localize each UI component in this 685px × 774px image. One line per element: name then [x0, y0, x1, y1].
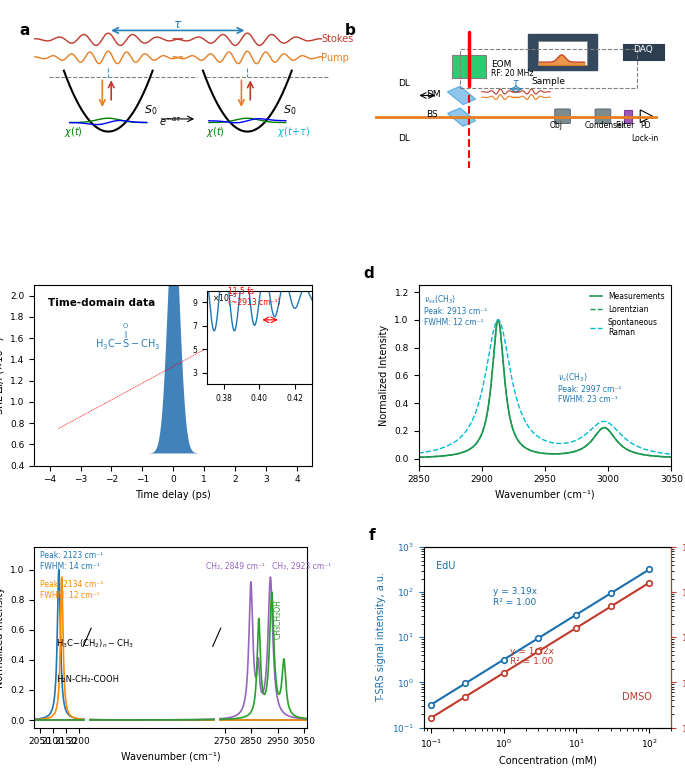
DMSO — [427, 714, 435, 723]
FancyBboxPatch shape — [528, 34, 597, 70]
Text: Lock-in: Lock-in — [631, 134, 658, 142]
Text: PD: PD — [640, 121, 651, 130]
Text: Time-domain data: Time-domain data — [48, 298, 155, 308]
Polygon shape — [447, 87, 475, 104]
EdU — [462, 679, 470, 688]
Polygon shape — [640, 110, 653, 122]
Text: $\chi(t)$: $\chi(t)$ — [206, 125, 225, 139]
Text: $S_0$: $S_0$ — [283, 104, 297, 118]
X-axis label: Time delay (ps): Time delay (ps) — [136, 490, 211, 500]
Text: DM: DM — [426, 91, 440, 99]
FancyBboxPatch shape — [595, 109, 611, 123]
DMSO — [573, 623, 581, 632]
Text: $e^{-\alpha\tau}$: $e^{-\alpha\tau}$ — [158, 116, 182, 128]
Text: y = 1.62x
R² = 1.00: y = 1.62x R² = 1.00 — [510, 647, 554, 666]
Text: RF: 20 MHz: RF: 20 MHz — [491, 69, 534, 77]
Text: $S_0$: $S_0$ — [144, 104, 157, 118]
DMSO — [607, 601, 615, 611]
Text: a: a — [19, 23, 30, 38]
Text: CH₂, 2849 cm⁻¹   CH₃, 2923 cm⁻¹: CH₂, 2849 cm⁻¹ CH₃, 2923 cm⁻¹ — [206, 562, 331, 570]
Text: H$_3$C$-\overset{{\rm O}}{\overset{{\rm \|}}{\rm S}}-$CH$_3$: H$_3$C$-\overset{{\rm O}}{\overset{{\rm … — [95, 321, 161, 352]
Line: DMSO: DMSO — [431, 583, 649, 718]
DMSO — [499, 668, 508, 677]
EdU — [573, 610, 581, 619]
Text: Sample: Sample — [532, 77, 565, 86]
Text: $\nu_{ss}$(CH$_3$)
Peak: 2913 cm⁻¹
FWHM: 12 cm⁻¹: $\nu_{ss}$(CH$_3$) Peak: 2913 cm⁻¹ FWHM:… — [423, 293, 487, 327]
FancyBboxPatch shape — [538, 41, 588, 65]
Text: y = 3.19x
R² = 1.00: y = 3.19x R² = 1.00 — [493, 587, 537, 607]
Legend: Measurements, Lorentzian, Spontaneous
Raman: Measurements, Lorentzian, Spontaneous Ra… — [587, 289, 667, 340]
Y-axis label: T-SRS signal intensity, a.u.: T-SRS signal intensity, a.u. — [376, 572, 386, 702]
FancyBboxPatch shape — [555, 109, 571, 123]
Polygon shape — [447, 108, 475, 126]
Text: CH₃CH₂OH: CH₃CH₂OH — [274, 599, 283, 639]
Text: f: f — [369, 529, 376, 543]
EdU — [427, 700, 435, 710]
Text: H₂N-CH₂-COOH: H₂N-CH₂-COOH — [56, 676, 119, 684]
Text: Condenser: Condenser — [584, 121, 625, 130]
Text: DL: DL — [398, 134, 410, 142]
DMSO — [462, 692, 470, 701]
Text: $\chi(t)$: $\chi(t)$ — [64, 125, 83, 139]
Y-axis label: Normalized Intensity: Normalized Intensity — [0, 587, 5, 688]
Text: b: b — [345, 23, 356, 38]
Text: EOM: EOM — [491, 60, 512, 69]
Y-axis label: SRL ΔI/I (×10⁻¹): SRL ΔI/I (×10⁻¹) — [0, 337, 5, 414]
Text: $\chi(t\!+\!\tau)$: $\chi(t\!+\!\tau)$ — [277, 125, 310, 139]
Text: Obj: Obj — [550, 121, 563, 130]
FancyBboxPatch shape — [623, 44, 664, 60]
X-axis label: Concentration (mM): Concentration (mM) — [499, 755, 597, 765]
Text: H$_3$C$-$(CH$_2)_n-$CH$_3$: H$_3$C$-$(CH$_2)_n-$CH$_3$ — [56, 637, 134, 650]
Text: DMSO: DMSO — [622, 693, 651, 703]
FancyBboxPatch shape — [452, 55, 486, 78]
Text: BS: BS — [426, 110, 438, 119]
DMSO — [534, 647, 543, 656]
EdU — [645, 565, 653, 574]
Text: $\tau$: $\tau$ — [512, 78, 520, 88]
EdU — [499, 655, 508, 664]
Text: DAQ: DAQ — [634, 45, 653, 54]
X-axis label: Wavenumber (cm⁻¹): Wavenumber (cm⁻¹) — [121, 752, 221, 762]
Text: $\nu_{s}$(CH$_3$)
Peak: 2997 cm⁻¹
FWHM: 23 cm⁻¹: $\nu_{s}$(CH$_3$) Peak: 2997 cm⁻¹ FWHM: … — [558, 372, 621, 405]
Text: Peak: 2123 cm⁻¹
FWHM: 14 cm⁻¹: Peak: 2123 cm⁻¹ FWHM: 14 cm⁻¹ — [40, 551, 103, 570]
Y-axis label: Normalized Intensity: Normalized Intensity — [379, 325, 389, 426]
Text: d: d — [363, 266, 373, 282]
Text: Stokes: Stokes — [321, 35, 353, 44]
FancyBboxPatch shape — [624, 110, 632, 123]
DMSO — [645, 578, 653, 587]
Text: Peak: 2134 cm⁻¹
FWHM: 12 cm⁻¹: Peak: 2134 cm⁻¹ FWHM: 12 cm⁻¹ — [40, 580, 103, 600]
EdU — [534, 633, 543, 642]
Text: $\tau$: $\tau$ — [173, 18, 183, 31]
Text: Filter: Filter — [615, 121, 635, 130]
Text: DL: DL — [398, 80, 410, 88]
Text: EdU: EdU — [436, 560, 456, 570]
X-axis label: Wavenumber (cm⁻¹): Wavenumber (cm⁻¹) — [495, 490, 595, 500]
Text: Pump: Pump — [321, 53, 349, 63]
EdU — [607, 588, 615, 598]
Line: EdU: EdU — [431, 570, 649, 705]
